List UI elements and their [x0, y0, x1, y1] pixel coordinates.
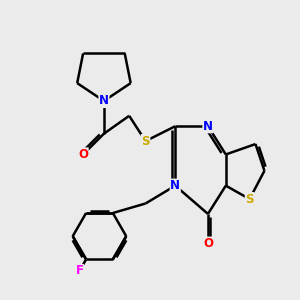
- Text: N: N: [99, 94, 109, 107]
- Text: S: S: [245, 193, 254, 206]
- Text: F: F: [75, 264, 83, 278]
- Text: N: N: [203, 120, 213, 133]
- Text: O: O: [203, 237, 213, 250]
- Text: N: N: [170, 179, 180, 192]
- Text: O: O: [78, 148, 88, 161]
- Text: S: S: [141, 135, 150, 148]
